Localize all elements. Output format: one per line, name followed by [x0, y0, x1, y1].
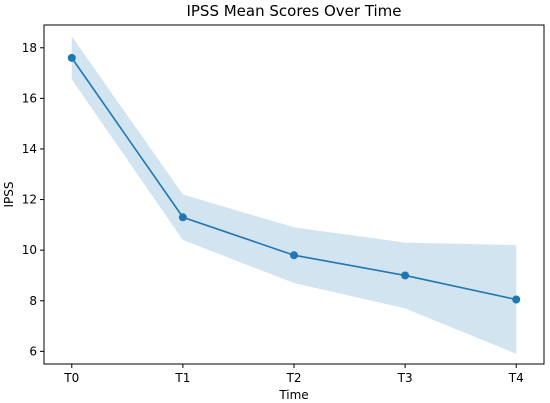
y-tick-label: 18 — [22, 41, 37, 55]
y-tick-label: 8 — [29, 294, 37, 308]
y-axis-ticks: 6 8 10 12 14 16 18 — [22, 41, 44, 358]
y-axis-label: IPSS — [2, 181, 16, 207]
data-point — [512, 295, 521, 304]
confidence-band-layer — [71, 36, 517, 354]
data-point-layer — [67, 53, 521, 304]
chart-title: IPSS Mean Scores Over Time — [186, 2, 401, 20]
x-tick-label: T4 — [508, 371, 524, 385]
x-tick-label: T3 — [397, 371, 413, 385]
confidence-band — [71, 36, 517, 354]
y-tick-label: 10 — [22, 243, 37, 257]
data-point — [178, 213, 187, 222]
x-tick-label: T1 — [174, 371, 190, 385]
data-point — [290, 251, 298, 260]
x-tick-label: T2 — [286, 371, 302, 385]
y-tick-label: 6 — [29, 344, 37, 358]
x-axis-label: Time — [278, 388, 308, 402]
x-tick-label: T0 — [63, 371, 79, 385]
y-tick-label: 14 — [22, 142, 37, 156]
y-tick-label: 16 — [22, 91, 37, 105]
x-axis-ticks: T0 T1 T2 T3 T4 — [63, 364, 524, 385]
data-point — [401, 271, 410, 280]
data-point — [67, 53, 76, 62]
y-tick-label: 12 — [22, 193, 37, 207]
